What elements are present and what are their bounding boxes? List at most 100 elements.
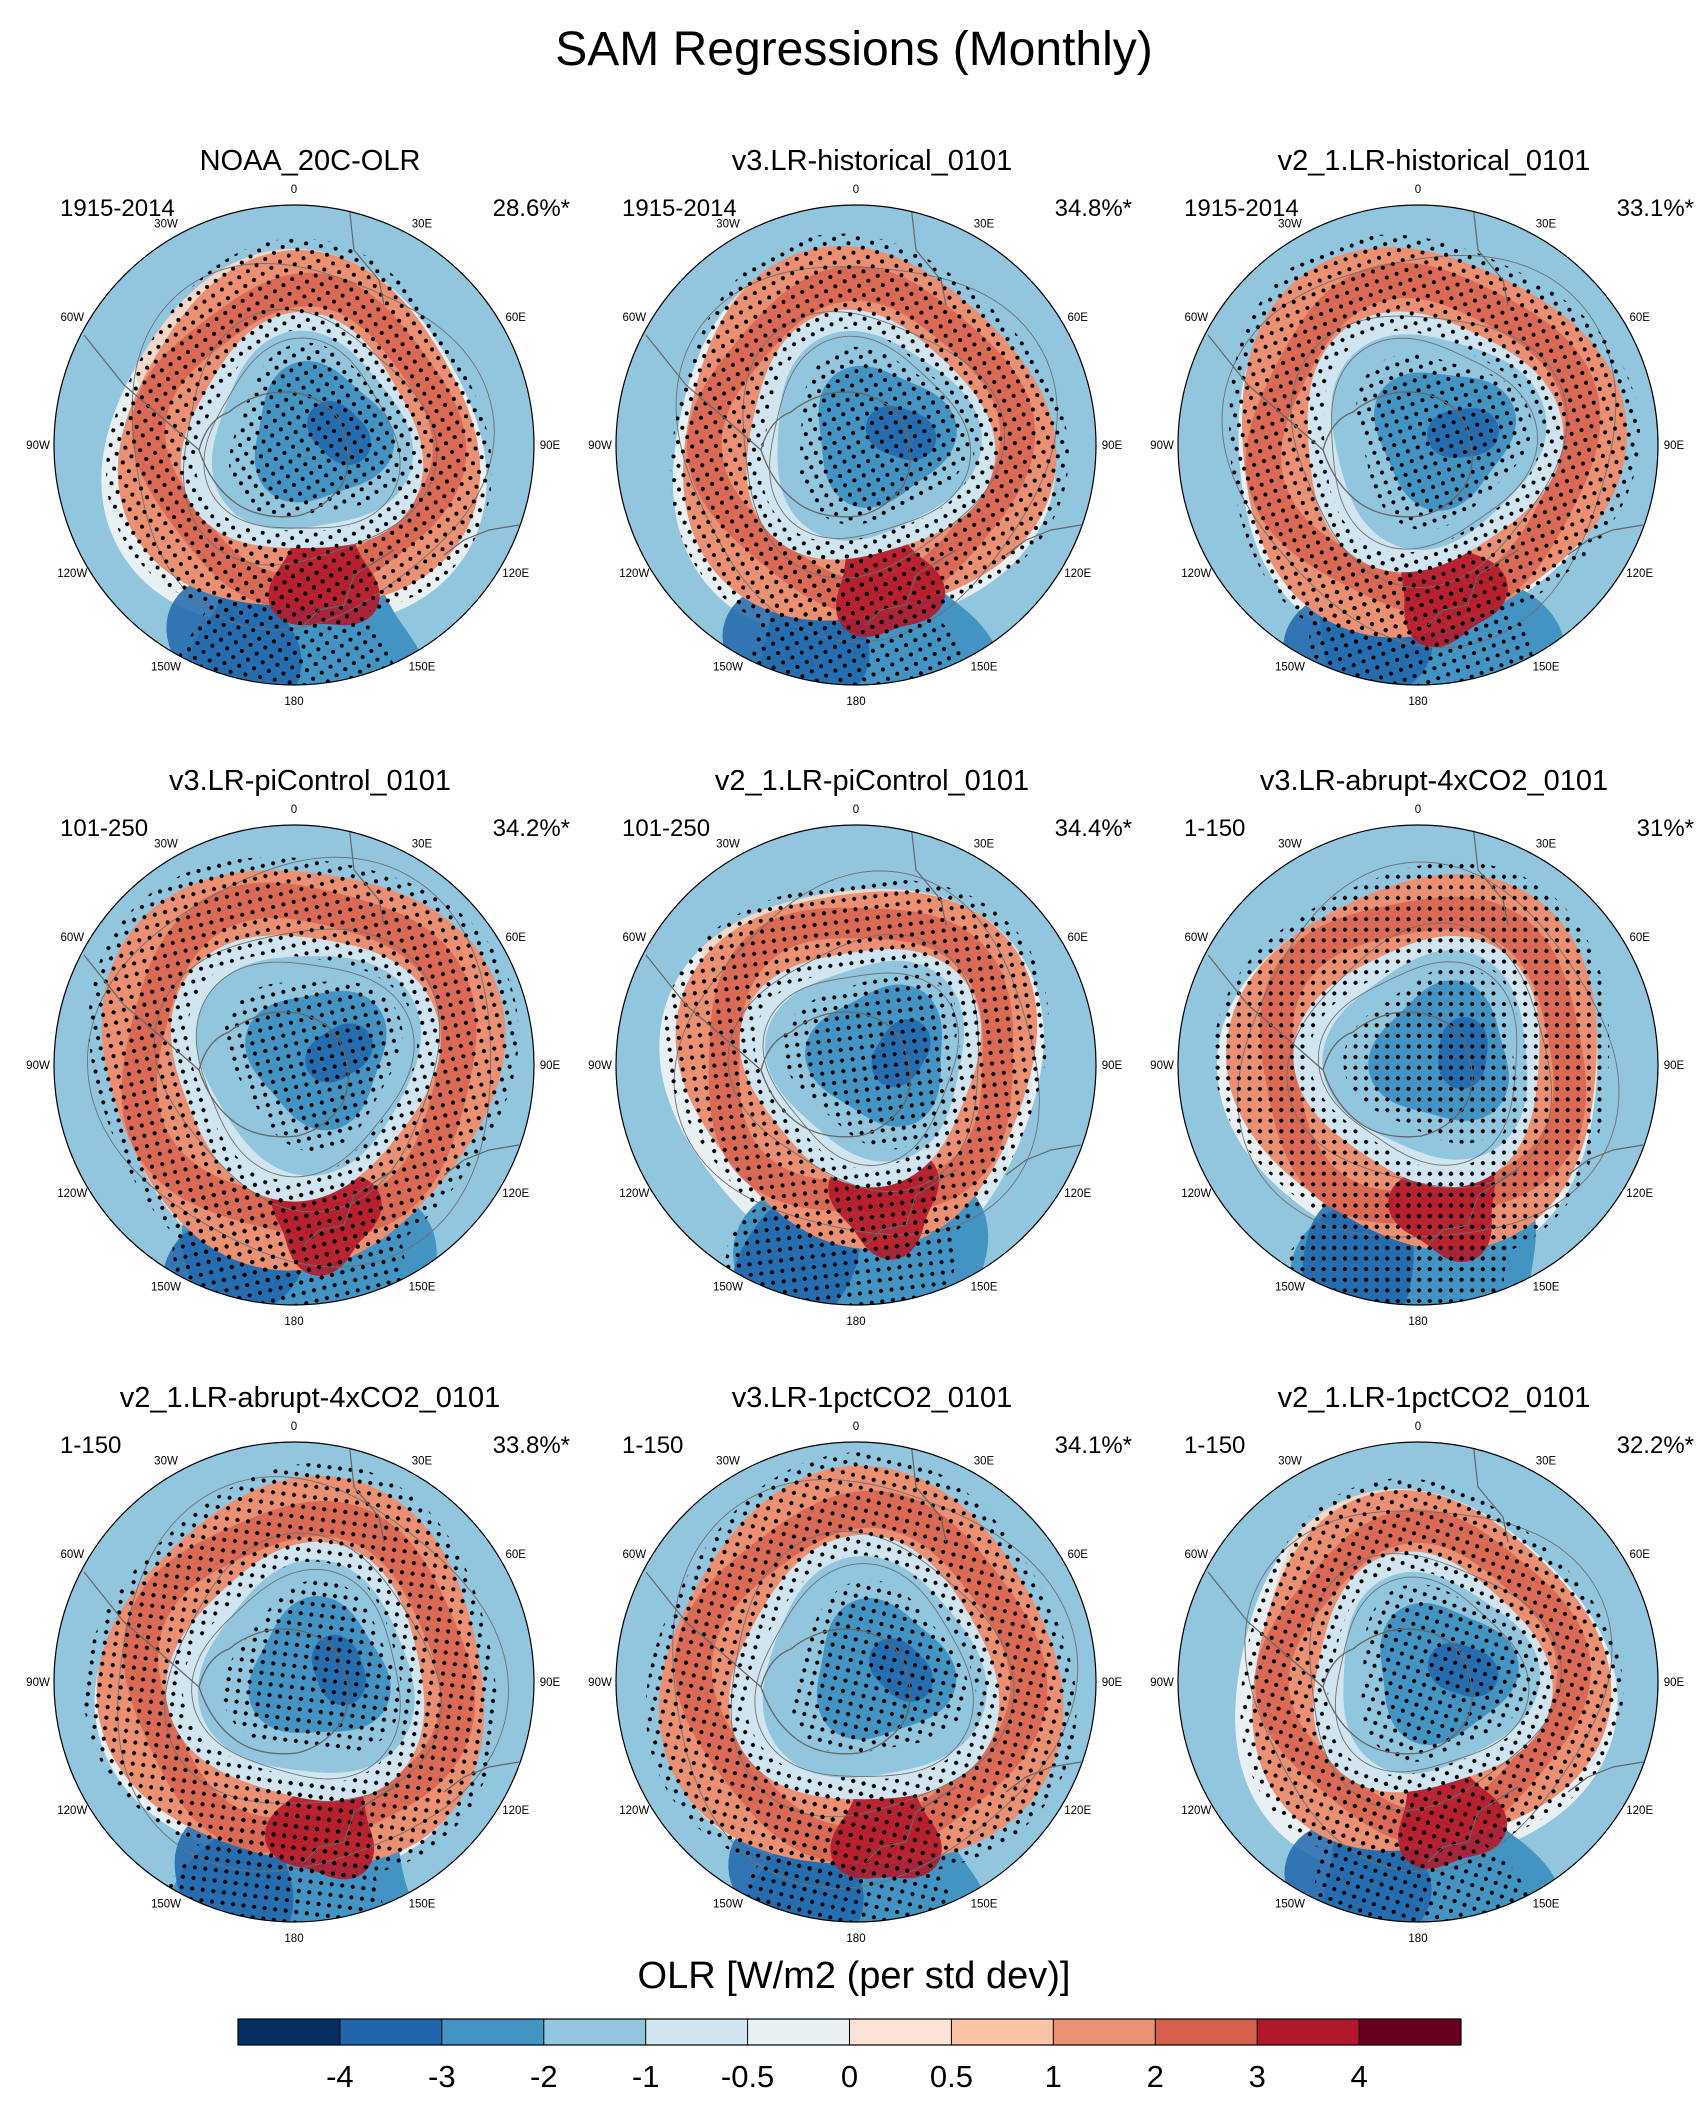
longitude-label: 30W (1278, 218, 1302, 230)
longitude-label: 150E (971, 1282, 998, 1294)
longitude-label: 60E (505, 1549, 526, 1561)
panel-variance: 28.6%* (492, 195, 570, 222)
longitude-label: 30E (974, 838, 995, 850)
stipple-polar (229, 342, 406, 517)
colorbar-swatch (951, 2019, 1054, 2045)
colorbar-tick-label: 1 (1045, 2059, 1062, 2094)
stipple-south-band (729, 1777, 963, 1922)
panel-period: 1-150 (60, 1432, 122, 1459)
longitude-label: 180 (284, 1316, 303, 1328)
panel-period: 1-150 (1184, 815, 1246, 842)
panel-period: 101-250 (60, 815, 149, 842)
longitude-label: 150W (713, 1899, 743, 1911)
longitude-label: 150W (151, 1899, 181, 1911)
longitude-label: 180 (284, 1933, 303, 1945)
south-america-coastline (83, 334, 200, 451)
longitude-label: 150W (151, 1282, 181, 1294)
contour-line (769, 335, 972, 539)
stipple-ring (1240, 1478, 1624, 1863)
colorbar-swatch (1053, 2019, 1156, 2045)
longitude-label: 180 (1408, 696, 1427, 708)
south-america-coastline (83, 954, 200, 1071)
polar-map: 0 30E 60E 90E 120E 150E 180 150W 120W 90W 60W 30W (26, 804, 560, 1328)
panel-period: 101-250 (622, 815, 711, 842)
stipple-south-band (160, 1779, 390, 1922)
longitude-label: 150E (409, 1899, 436, 1911)
longitude-label: 30E (1536, 838, 1557, 850)
antarctica-coastline (1322, 1628, 1473, 1755)
olr-negative-band (54, 205, 534, 685)
colorbar-swatch (645, 2019, 749, 2045)
colorbar-swatch (849, 2019, 952, 2045)
stipple-south-band (1308, 551, 1533, 685)
longitude-label: 90W (588, 1060, 612, 1072)
polar-map: 0 30E 60E 90E 120E 150E 180 150W 120W 90W 60W 30W (26, 184, 560, 708)
stipple-south-band (1283, 1170, 1508, 1305)
colorbar-frame (237, 2018, 1462, 2046)
longitude-label: 90W (1150, 1677, 1174, 1689)
longitude-label: 60E (505, 932, 526, 944)
longitude-label: 180 (846, 1933, 865, 1945)
olr-negative-band (54, 1442, 534, 1922)
map-boundary (53, 824, 535, 1306)
map-boundary (53, 1441, 535, 1923)
longitude-label: 60W (60, 1549, 84, 1561)
longitude-label: 60W (1184, 932, 1208, 944)
polar-map: 0 30E 60E 90E 120E 150E 180 150W 120W 90W 60W 30W (588, 804, 1123, 1328)
colorbar-swatch (238, 2019, 341, 2045)
longitude-label: 0 (853, 184, 859, 196)
map-panel: v2_1.LR-historical_0101 1915-2014 33.1%* 0 3… (1150, 145, 1708, 715)
stipple-ring (670, 233, 1069, 633)
contour-line (1221, 254, 1617, 648)
south-america-coastline (1207, 334, 1324, 451)
longitude-label: 150W (1275, 1282, 1305, 1294)
longitude-label: 150E (409, 1282, 436, 1294)
longitude-label: 60W (1184, 1549, 1208, 1561)
panel-title: NOAA_20C-OLR (199, 145, 421, 177)
longitude-label: 30W (716, 218, 740, 230)
longitude-label: 120E (1626, 1805, 1653, 1817)
antarctica-coastline (198, 391, 349, 518)
map-panel: v3.LR-piControl_0101 101-250 34.2%* 0 30E 60E… (26, 765, 590, 1335)
south-america-coastline (645, 1571, 762, 1688)
new-zealand-coastline (865, 1169, 957, 1246)
longitude-label: 120W (57, 1805, 87, 1817)
panel-title: v2_1.LR-piControl_0101 (714, 765, 1030, 797)
map-panel: v2_1.LR-1pctCO2_0101 1-150 32.2%* 0 30E 60E 90… (1150, 1382, 1708, 1952)
contour-line (191, 1568, 401, 1780)
longitude-label: 60E (1067, 312, 1088, 324)
longitude-label: 120W (1181, 1805, 1211, 1817)
longitude-label: 60W (622, 932, 646, 944)
south-america-coastline (1207, 1571, 1324, 1688)
longitude-label: 30E (412, 218, 433, 230)
colorbar-tick-label: -4 (326, 2059, 354, 2094)
longitude-label: 150W (1275, 1899, 1305, 1911)
longitude-label: 60E (505, 312, 526, 324)
longitude-label: 150E (1533, 662, 1560, 674)
panel-title: v3.LR-1pctCO2_0101 (731, 1382, 1013, 1414)
australia-coastline (443, 1761, 520, 1793)
polar-map: 0 30E 60E 90E 120E 150E 180 150W 120W 90W 60W 30W (1150, 804, 1685, 1328)
stipple-polar (791, 1579, 969, 1754)
panel-period: 1-150 (1184, 1432, 1246, 1459)
polar-map: 0 30E 60E 90E 120E 150E 180 150W 120W 90W 60W 30W (588, 1421, 1122, 1945)
longitude-label: 90E (1102, 1060, 1123, 1072)
longitude-label: 90E (1102, 440, 1123, 452)
longitude-label: 120W (1181, 568, 1211, 580)
polar-map: 0 30E 60E 90E 120E 150E 180 150W 120W 90W 60W 30W (26, 1421, 560, 1945)
contour-line (203, 337, 401, 529)
africa-coastline (348, 825, 385, 926)
longitude-label: 120W (619, 1805, 649, 1817)
longitude-label: 90E (1664, 1677, 1685, 1689)
longitude-label: 60E (1067, 932, 1088, 944)
longitude-label: 30E (412, 838, 433, 850)
colorbar-tick-label: 0 (841, 2059, 858, 2094)
longitude-label: 150E (1533, 1899, 1560, 1911)
map-panel: NOAA_20C-OLR 1915-2014 28.6%* 0 30E 60E 90E 120… (26, 145, 590, 715)
longitude-label: 150E (1533, 1282, 1560, 1294)
stipple-ring (1213, 861, 1610, 1263)
africa-coastline (910, 825, 947, 926)
antarctica-coastline (760, 1011, 911, 1138)
australia-coastline (1005, 524, 1082, 556)
longitude-label: 90E (1664, 1060, 1685, 1072)
